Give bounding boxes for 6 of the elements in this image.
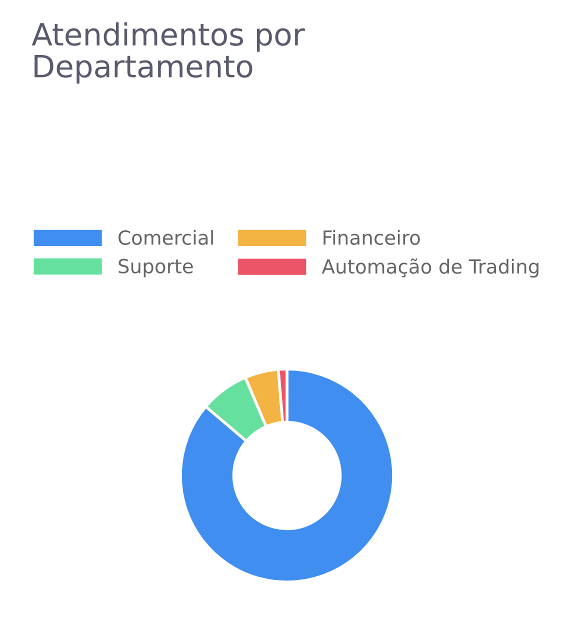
legend-label: Financeiro — [324, 230, 420, 245]
chart-title: Atendimentos por Departamento — [32, 22, 305, 84]
donut-slice — [179, 368, 395, 584]
legend-label: Suporte — [118, 258, 193, 278]
legend-label: Comercial — [118, 230, 213, 245]
legend-label: Automação de Trading — [322, 258, 538, 278]
